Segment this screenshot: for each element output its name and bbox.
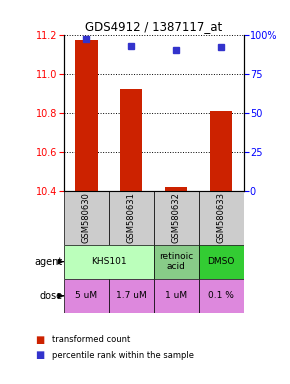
Bar [210, 111, 232, 191]
Text: DMSO: DMSO [207, 257, 235, 266]
Text: 5 uM: 5 uM [75, 291, 97, 300]
Text: 0.1 %: 0.1 % [208, 291, 234, 300]
Text: retinoic
acid: retinoic acid [159, 252, 193, 271]
Bar [64, 245, 154, 279]
Text: 1.7 uM: 1.7 uM [116, 291, 147, 300]
Bar [165, 187, 187, 191]
Bar [154, 191, 199, 245]
Text: GSM580632: GSM580632 [172, 192, 181, 243]
Text: percentile rank within the sample: percentile rank within the sample [52, 351, 194, 360]
Text: transformed count: transformed count [52, 335, 130, 344]
Text: GSM580631: GSM580631 [127, 192, 136, 243]
Bar [154, 245, 199, 279]
Text: dose: dose [40, 291, 63, 301]
Bar [109, 279, 154, 313]
Bar [199, 191, 244, 245]
Bar [64, 191, 109, 245]
Text: GSM580633: GSM580633 [217, 192, 226, 243]
Text: GSM580630: GSM580630 [82, 192, 91, 243]
Bar [120, 89, 142, 191]
Bar [75, 40, 97, 191]
Bar [199, 279, 244, 313]
Text: 1 uM: 1 uM [165, 291, 187, 300]
Title: GDS4912 / 1387117_at: GDS4912 / 1387117_at [85, 20, 222, 33]
Bar [64, 279, 109, 313]
Text: ■: ■ [35, 350, 44, 360]
Text: KHS101: KHS101 [91, 257, 126, 266]
Text: ■: ■ [35, 335, 44, 345]
Text: agent: agent [35, 257, 63, 266]
Bar [199, 245, 244, 279]
Bar [109, 191, 154, 245]
Bar [154, 279, 199, 313]
